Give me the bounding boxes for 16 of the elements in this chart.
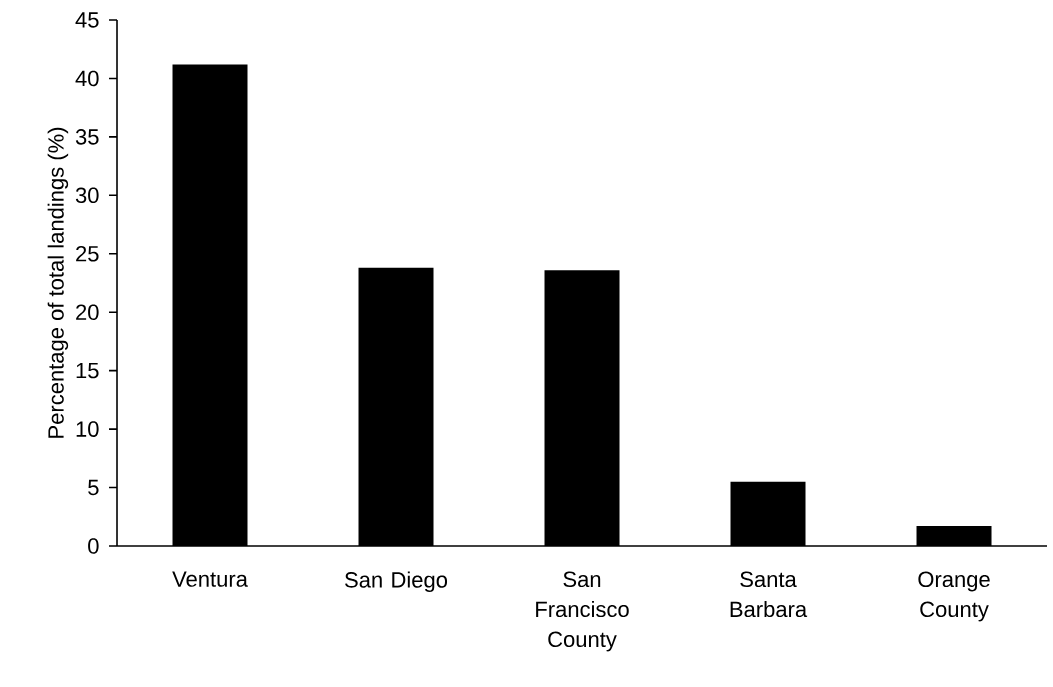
y-tick-label: 15 bbox=[76, 362, 99, 379]
y-tick-label: 45 bbox=[75, 12, 99, 28]
y-tick-label: 0 bbox=[88, 538, 99, 554]
x-tick-label: Orange County bbox=[918, 571, 990, 622]
y-tick-label: 5 bbox=[88, 479, 99, 496]
y-tick-label: 25 bbox=[76, 245, 99, 262]
x-tick-label: San Diego bbox=[345, 571, 448, 593]
y-tick-label: 40 bbox=[75, 70, 99, 87]
x-tick-label: Santa Barbara bbox=[730, 571, 808, 618]
y-axis-title: Percentage of total landings (%) bbox=[47, 127, 69, 438]
y-tick-label: 30 bbox=[75, 187, 99, 204]
y-tick-label: 20 bbox=[76, 304, 99, 320]
x-tick-label: Ventura bbox=[172, 571, 248, 587]
x-tick-label: San Francisco County bbox=[536, 571, 629, 652]
y-tick-label: 10 bbox=[76, 421, 99, 437]
y-tick-label: 35 bbox=[75, 129, 99, 145]
